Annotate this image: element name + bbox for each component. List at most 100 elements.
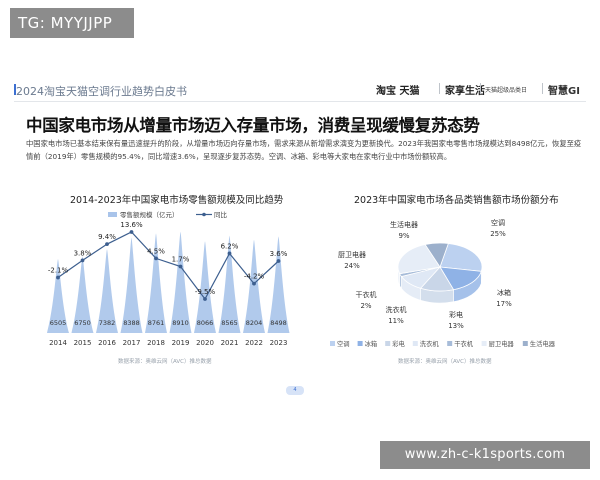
legend-swatch-彩电	[385, 341, 391, 346]
x-tick-2023: 2023	[270, 339, 288, 347]
brand-divider	[542, 83, 543, 94]
x-tick-2017: 2017	[123, 339, 141, 347]
yoy-point-2019	[178, 264, 183, 269]
yoy-label-2017: 13.6%	[120, 221, 143, 229]
legend-swatch-bar	[108, 212, 117, 217]
pie-label-冰箱: 冰箱	[497, 288, 511, 297]
x-tick-2016: 2016	[98, 339, 116, 347]
bar-value-2015: 6750	[74, 319, 91, 327]
summary-paragraph: 中国家电市场已基本结束保有量迅速提升的阶段，从增量市场迈向存量市场，需求来源从新…	[26, 139, 582, 161]
pie-chart-title: 2023年中国家电市场各品类销售额市场份额分布	[354, 195, 559, 206]
x-tick-2015: 2015	[74, 339, 92, 347]
x-tick-2022: 2022	[245, 339, 263, 347]
bar-2015	[71, 256, 94, 333]
category-share-chart: 空调 25% 冰箱 17% 彩电 13% 洗衣机 11% 干衣机 2% 厨卫电器 24% 生活电器 9% 空…	[330, 218, 556, 348]
pie-chart-source: 数据来源：奥维云网（AVC）推总数据	[398, 359, 492, 365]
tag-label: TG: MYYJJPP	[10, 8, 134, 38]
pie-value-干衣机: 2%	[360, 302, 371, 310]
legend-swatch-生活电器	[522, 341, 528, 346]
bar-value-2016: 7382	[99, 319, 116, 327]
page-headline: 中国家电市场从增量市场迈入存量市场，消费呈现缓慢复苏态势	[26, 116, 480, 135]
bar-2021	[218, 235, 241, 333]
legend-swatch-冰箱	[357, 341, 363, 346]
bar-value-2021: 8565	[221, 319, 238, 327]
bar-2019	[169, 231, 192, 333]
legend-label-空调: 空调	[337, 339, 350, 348]
yoy-label-2014: -2.1%	[48, 267, 69, 275]
pie-label-彩电: 彩电	[449, 310, 463, 319]
bar-2018	[145, 233, 167, 333]
legend-swatch-洗衣机	[412, 341, 418, 346]
bar-chart-title: 2014-2023年中国家电市场零售额规模及同比趋势	[70, 195, 284, 206]
watermark-url: www.zh-c-k1sports.com	[380, 441, 590, 469]
x-tick-2019: 2019	[172, 339, 190, 347]
legend-label-厨卫电器: 厨卫电器	[489, 339, 515, 348]
yoy-label-2022: -4.2%	[244, 273, 265, 281]
pie-value-生活电器: 9%	[398, 232, 409, 240]
legend-swatch-厨卫电器	[481, 341, 487, 346]
yoy-point-2018	[154, 256, 158, 261]
bar-value-2018: 8761	[148, 319, 165, 327]
yoy-label-2015: 3.8%	[74, 249, 92, 257]
pie-label-生活电器: 生活电器	[390, 220, 418, 229]
bar-2020	[194, 241, 216, 333]
bar-value-2017: 8388	[123, 319, 140, 327]
page-number: 4	[286, 386, 304, 395]
header-divider	[14, 101, 586, 102]
header-accent-bar	[14, 84, 16, 95]
pie-label-厨卫电器: 厨卫电器	[338, 250, 366, 259]
pie-slice-生活电器	[424, 242, 449, 268]
legend-label-洗衣机: 洗衣机	[420, 339, 440, 348]
bar-value-2020: 8066	[197, 319, 214, 327]
bar-value-2019: 8910	[172, 319, 189, 327]
pie-label-洗衣机: 洗衣机	[386, 305, 407, 314]
legend-swatch-干衣机	[447, 341, 453, 346]
pie-value-洗衣机: 11%	[388, 317, 404, 325]
bar-2023	[267, 236, 290, 333]
x-tick-2021: 2021	[221, 339, 239, 347]
yoy-point-2015	[80, 258, 85, 263]
yoy-point-2021	[227, 251, 232, 256]
bar-chart-source: 数据来源：奥维云网（AVC）推总数据	[118, 359, 212, 365]
yoy-label-2021: 6.2%	[221, 242, 239, 250]
pie-value-厨卫电器: 24%	[344, 262, 360, 270]
bar-2017	[120, 237, 143, 333]
pie-label-干衣机: 干衣机	[356, 290, 377, 299]
brand-taobao-tmall: 淘宝 天猫	[376, 86, 420, 97]
yoy-label-2023: 3.6%	[270, 250, 288, 258]
legend-label-冰箱: 冰箱	[365, 339, 378, 348]
brand-divider	[439, 83, 440, 94]
yoy-point-2016	[105, 242, 109, 247]
report-title: 2024淘宝天猫空调行业趋势白皮书	[16, 85, 187, 98]
pie-value-空调: 25%	[490, 230, 506, 238]
bar-2022	[243, 239, 265, 333]
yoy-point-2014	[56, 275, 60, 280]
pie-value-彩电: 13%	[448, 322, 464, 330]
x-tick-2020: 2020	[196, 339, 214, 347]
yoy-label-2020: -9.5%	[195, 288, 216, 296]
yoy-point-2020	[203, 297, 207, 301]
pie-slice-空调	[439, 243, 483, 272]
legend-label-生活电器: 生活电器	[530, 339, 556, 348]
bar-2016	[96, 249, 118, 333]
bar-value-2023: 8498	[270, 319, 287, 327]
yoy-point-2022	[252, 281, 256, 286]
pie-label-空调: 空调	[491, 218, 505, 227]
legend-label-干衣机: 干衣机	[454, 339, 474, 348]
legend-swatch-point	[202, 212, 206, 217]
legend-label-line: 同比	[214, 210, 228, 219]
yoy-line	[57, 231, 279, 301]
retail-scale-chart: 零售额规模（亿元） 同比 6505 2014 6750 2015 7382 2016 8388 2…	[47, 210, 290, 347]
pie-value-冰箱: 17%	[496, 300, 512, 308]
legend-label-彩电: 彩电	[392, 339, 405, 348]
pie-slice-厨卫电器	[397, 244, 441, 275]
yoy-label-2019: 1.7%	[172, 256, 190, 264]
bar-2014	[47, 259, 69, 333]
bar-value-2022: 8204	[246, 319, 263, 327]
brand-jiaxiang: 家享生活	[445, 86, 485, 97]
x-tick-2014: 2014	[49, 339, 67, 347]
yoy-point-2023	[276, 259, 281, 263]
brand-tmall-elec: 天猫超级品类日	[485, 87, 528, 94]
brand-divider	[480, 83, 481, 94]
